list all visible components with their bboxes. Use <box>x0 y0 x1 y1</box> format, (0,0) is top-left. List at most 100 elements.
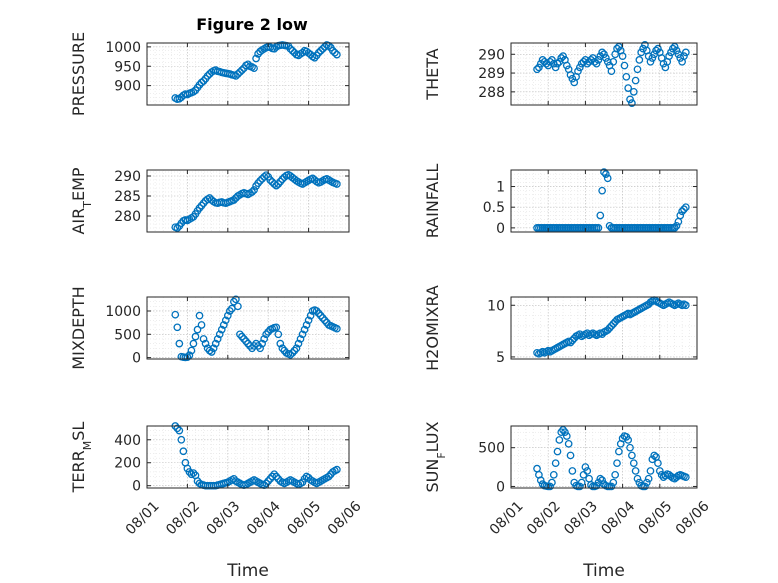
data-point <box>681 203 690 212</box>
data-point <box>676 211 685 220</box>
data-point <box>328 46 337 55</box>
data-point <box>197 78 206 87</box>
data-point <box>262 171 271 180</box>
data-point <box>626 95 634 104</box>
data-point <box>189 339 198 348</box>
series-markers <box>533 426 690 491</box>
data-point <box>661 471 670 480</box>
data-point <box>680 52 688 61</box>
data-point <box>624 436 633 444</box>
data-point <box>642 478 651 487</box>
data-point <box>568 74 577 83</box>
data-point <box>189 469 198 477</box>
axis-frame <box>510 42 698 106</box>
data-point <box>598 476 606 485</box>
data-point <box>238 66 246 74</box>
data-point <box>562 61 571 70</box>
data-point <box>615 447 623 456</box>
data-point <box>603 174 612 183</box>
data-point <box>288 349 297 357</box>
data-point <box>274 330 283 339</box>
x-axis-label: Time <box>226 561 269 581</box>
series-markers <box>171 170 341 232</box>
data-point <box>568 467 577 475</box>
data-point <box>566 451 575 460</box>
data-point <box>609 57 618 66</box>
data-point <box>221 316 230 325</box>
data-point <box>650 451 659 460</box>
data-point <box>199 77 208 85</box>
data-point <box>629 459 638 468</box>
data-point <box>203 72 212 80</box>
data-point <box>559 52 567 61</box>
data-point <box>175 339 184 348</box>
y-tick-label: 1000 <box>105 304 141 320</box>
data-point <box>600 168 608 176</box>
data-point <box>646 467 655 475</box>
data-point <box>596 474 605 483</box>
data-point <box>318 44 327 53</box>
data-point <box>225 307 234 315</box>
data-point <box>553 447 562 456</box>
y-axis-label: MIXDEPTH <box>69 286 88 369</box>
data-point <box>609 478 618 487</box>
data-point <box>333 324 341 333</box>
data-point <box>600 50 608 59</box>
data-point <box>320 316 329 325</box>
data-point <box>557 54 566 62</box>
data-point <box>236 330 244 339</box>
series-markers <box>171 422 341 490</box>
data-point <box>195 311 204 320</box>
subplot-pressure: 900 950 1000 PRESSURE <box>69 32 350 116</box>
data-point <box>324 472 333 481</box>
data-point <box>304 316 313 325</box>
y-tick-label: 500 <box>478 441 505 457</box>
subplot-mixdepth: 0 500 1000 MIXDEPTH <box>69 286 350 370</box>
data-point <box>549 470 558 479</box>
data-point <box>555 436 564 444</box>
data-point <box>234 70 242 78</box>
data-point <box>680 205 688 214</box>
y-axis-label: H2OMIXRA <box>423 285 442 371</box>
data-point <box>681 48 690 57</box>
data-point <box>575 330 584 339</box>
data-point <box>197 321 206 329</box>
y-axis-label: THETA <box>423 48 442 100</box>
data-point <box>626 443 634 452</box>
data-point <box>583 467 592 475</box>
y-tick-label: 0.5 <box>483 200 505 216</box>
data-point <box>316 311 325 320</box>
data-point <box>536 476 545 485</box>
y-axis-label: RAINFALL <box>423 164 442 239</box>
data-point <box>177 435 186 444</box>
plot-area <box>510 169 698 233</box>
data-point <box>276 339 285 348</box>
data-point <box>551 63 560 72</box>
data-point <box>633 65 642 74</box>
data-point <box>248 188 256 196</box>
data-point <box>575 63 584 72</box>
data-point <box>548 478 556 487</box>
data-point <box>594 56 603 64</box>
data-point <box>598 48 606 57</box>
data-point <box>542 59 551 68</box>
data-point <box>635 56 644 64</box>
data-point <box>596 211 605 220</box>
data-point <box>681 473 690 481</box>
data-point <box>286 44 295 53</box>
data-point <box>286 350 295 359</box>
axis-frame <box>510 425 698 489</box>
data-point <box>173 424 182 433</box>
data-point <box>215 330 224 339</box>
y-axis-label: SUNFLUX <box>423 421 448 492</box>
data-point <box>648 54 657 62</box>
data-point <box>577 478 586 487</box>
data-point <box>230 196 238 204</box>
data-point <box>668 44 677 53</box>
data-point <box>564 439 573 448</box>
data-point <box>260 335 269 343</box>
data-point <box>238 332 246 341</box>
data-point <box>316 46 325 55</box>
data-point <box>254 342 262 350</box>
